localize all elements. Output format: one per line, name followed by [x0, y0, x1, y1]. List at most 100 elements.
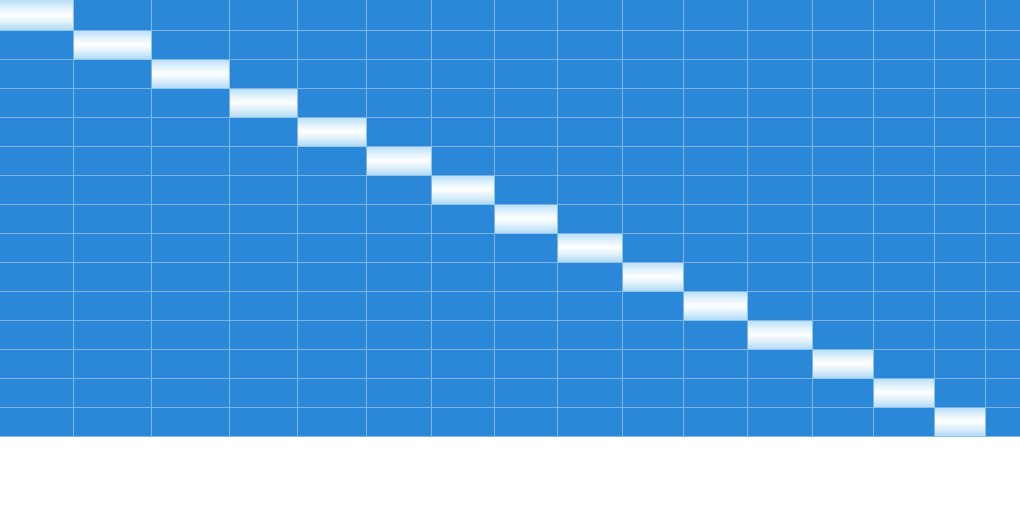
grid-cell[interactable]: [985, 349, 1020, 379]
grid-cell[interactable]: [622, 175, 684, 205]
grid-cell[interactable]: [229, 175, 298, 205]
grid-cell[interactable]: [557, 0, 623, 31]
grid-cell[interactable]: [934, 117, 986, 147]
grid-cell[interactable]: [622, 88, 684, 118]
grid-cell[interactable]: [683, 204, 748, 234]
grid-cell[interactable]: [494, 349, 558, 379]
grid-cell[interactable]: [229, 117, 298, 147]
grid-cell[interactable]: [557, 59, 623, 89]
grid-cell[interactable]: [873, 0, 935, 31]
grid-cell[interactable]: [747, 0, 813, 31]
grid-cell[interactable]: [934, 262, 986, 292]
grid-cell[interactable]: [683, 30, 748, 60]
grid-cell[interactable]: [873, 146, 935, 176]
grid-cell[interactable]: [683, 88, 748, 118]
grid-cell-selected[interactable]: [431, 175, 495, 205]
grid-cell[interactable]: [366, 407, 432, 437]
grid-cell[interactable]: [494, 320, 558, 350]
grid-cell[interactable]: [431, 30, 495, 60]
grid-cell[interactable]: [0, 30, 74, 60]
grid-cell[interactable]: [934, 378, 986, 408]
grid-cell[interactable]: [494, 146, 558, 176]
grid-cell[interactable]: [73, 407, 152, 437]
grid-cell[interactable]: [151, 175, 230, 205]
grid-cell[interactable]: [431, 204, 495, 234]
grid-cell[interactable]: [151, 233, 230, 263]
grid-cell[interactable]: [297, 30, 367, 60]
grid-cell[interactable]: [985, 117, 1020, 147]
grid-cell[interactable]: [73, 349, 152, 379]
grid-cell[interactable]: [557, 349, 623, 379]
grid-cell[interactable]: [431, 262, 495, 292]
grid-cell[interactable]: [747, 59, 813, 89]
grid-cell[interactable]: [366, 262, 432, 292]
grid-cell[interactable]: [812, 233, 874, 263]
grid-cell[interactable]: [0, 320, 74, 350]
grid-cell[interactable]: [683, 0, 748, 31]
grid-cell[interactable]: [622, 378, 684, 408]
grid-cell[interactable]: [494, 117, 558, 147]
grid-cell[interactable]: [366, 320, 432, 350]
grid-cell[interactable]: [683, 117, 748, 147]
grid-cell[interactable]: [934, 59, 986, 89]
grid-cell[interactable]: [73, 320, 152, 350]
grid-cell[interactable]: [873, 233, 935, 263]
grid-cell[interactable]: [934, 0, 986, 31]
grid-cell[interactable]: [747, 233, 813, 263]
grid-cell[interactable]: [934, 204, 986, 234]
grid-cell[interactable]: [747, 88, 813, 118]
grid-cell[interactable]: [873, 88, 935, 118]
grid-cell[interactable]: [431, 291, 495, 321]
grid-cell[interactable]: [366, 291, 432, 321]
grid-cell-selected[interactable]: [366, 146, 432, 176]
grid-cell[interactable]: [873, 262, 935, 292]
grid-cell[interactable]: [747, 30, 813, 60]
grid-cell[interactable]: [985, 88, 1020, 118]
grid-cell-selected[interactable]: [73, 30, 152, 60]
grid-cell[interactable]: [73, 117, 152, 147]
grid-cell[interactable]: [747, 291, 813, 321]
grid-cell[interactable]: [622, 320, 684, 350]
grid-cell[interactable]: [431, 88, 495, 118]
grid-cell[interactable]: [494, 291, 558, 321]
grid-cell[interactable]: [366, 233, 432, 263]
grid-cell[interactable]: [73, 175, 152, 205]
grid-cell[interactable]: [934, 175, 986, 205]
grid-cell[interactable]: [557, 407, 623, 437]
grid-cell[interactable]: [0, 146, 74, 176]
grid-cell[interactable]: [812, 117, 874, 147]
grid-cell-selected[interactable]: [683, 291, 748, 321]
grid-cell[interactable]: [366, 349, 432, 379]
grid-cell[interactable]: [297, 0, 367, 31]
grid-cell-selected[interactable]: [494, 204, 558, 234]
grid-cell[interactable]: [812, 204, 874, 234]
grid-cell[interactable]: [494, 30, 558, 60]
grid-cell[interactable]: [494, 378, 558, 408]
grid-cell[interactable]: [494, 0, 558, 31]
grid-cell[interactable]: [683, 407, 748, 437]
grid-cell[interactable]: [873, 175, 935, 205]
grid-cell[interactable]: [0, 88, 74, 118]
grid-cell[interactable]: [366, 88, 432, 118]
grid-cell[interactable]: [431, 59, 495, 89]
grid-cell[interactable]: [985, 59, 1020, 89]
grid-cell[interactable]: [557, 204, 623, 234]
grid-cell[interactable]: [297, 175, 367, 205]
grid-cell[interactable]: [622, 30, 684, 60]
grid-cell[interactable]: [431, 407, 495, 437]
grid-cell[interactable]: [683, 349, 748, 379]
grid-cell[interactable]: [0, 291, 74, 321]
grid-cell[interactable]: [297, 349, 367, 379]
grid-cell[interactable]: [622, 204, 684, 234]
grid-cell[interactable]: [985, 0, 1020, 31]
grid-cell-selected[interactable]: [812, 349, 874, 379]
grid-cell[interactable]: [297, 262, 367, 292]
grid-cell[interactable]: [0, 262, 74, 292]
grid-cell[interactable]: [431, 378, 495, 408]
grid-cell[interactable]: [747, 378, 813, 408]
grid-cell[interactable]: [73, 204, 152, 234]
grid-cell[interactable]: [297, 204, 367, 234]
grid-cell[interactable]: [431, 0, 495, 31]
grid-cell[interactable]: [557, 320, 623, 350]
grid-cell[interactable]: [297, 233, 367, 263]
